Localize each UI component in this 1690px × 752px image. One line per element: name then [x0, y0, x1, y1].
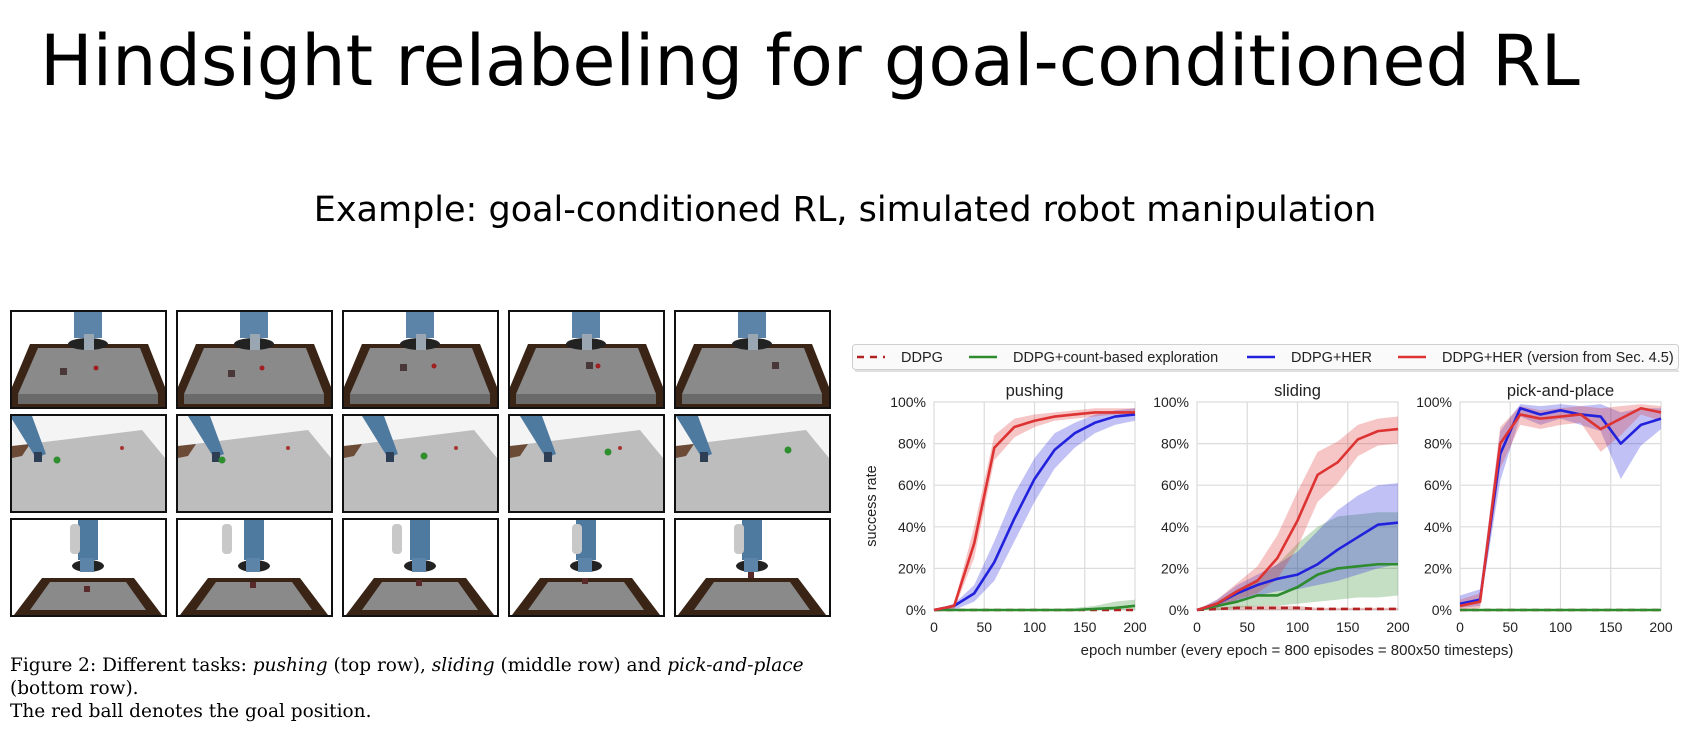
task-image-pick-and-place-4 — [508, 518, 665, 617]
x-tick-label: 200 — [1649, 619, 1673, 635]
task-image-sliding-4 — [508, 414, 665, 513]
y-tick-label: 0% — [906, 602, 926, 618]
x-tick-label: 150 — [1073, 619, 1097, 635]
task-image-pick-and-place-1 — [10, 518, 167, 617]
y-tick-label: 20% — [898, 560, 926, 576]
y-axis-label: success rate — [864, 465, 880, 546]
x-tick-label: 50 — [1239, 619, 1255, 635]
task-image-pushing-3 — [342, 310, 499, 409]
task-image-pushing-4 — [508, 310, 665, 409]
y-tick-label: 40% — [1424, 519, 1452, 535]
x-tick-label: 100 — [1023, 619, 1047, 635]
legend-label-1: DDPG — [901, 350, 943, 366]
chart-title: pick-and-place — [1507, 382, 1614, 400]
y-tick-label: 20% — [1161, 560, 1189, 576]
caption-mid1: (top row), — [327, 655, 432, 676]
task-image-grid — [10, 310, 835, 621]
y-tick-label: 100% — [1416, 394, 1452, 410]
task-image-pushing-5 — [674, 310, 831, 409]
task-image-sliding-1 — [10, 414, 167, 513]
line-sliding-4 — [1196, 427, 1399, 612]
chart-title: pushing — [1006, 382, 1064, 400]
x-tick-label: 150 — [1336, 619, 1360, 635]
y-tick-label: 0% — [1432, 602, 1452, 618]
legend-entry-2: DDPG+count-based exploration — [969, 350, 1218, 366]
caption-sliding: sliding — [431, 655, 495, 676]
success-rate-charts: 0 50 100 150 200 0% 20% 40% 60% 80% 100% pushing suc… — [864, 382, 1673, 659]
task-image-pushing-2 — [176, 310, 333, 409]
x-tick-label: 200 — [1386, 619, 1410, 635]
x-tick-label: 0 — [930, 619, 938, 635]
x-tick-label: 50 — [976, 619, 992, 635]
task-image-pick-and-place-2 — [176, 518, 333, 617]
y-tick-label: 60% — [1424, 477, 1452, 493]
line-pushing-2 — [934, 604, 1136, 612]
line-pushing-4 — [933, 411, 1135, 612]
y-tick-label: 100% — [1153, 394, 1189, 410]
band-pushing-2 — [934, 599, 1135, 610]
y-tick-label: 0% — [1169, 602, 1189, 618]
x-tick-label: 100 — [1549, 619, 1573, 635]
caption-mid2: (middle row) and — [494, 655, 668, 676]
caption-pushing: pushing — [252, 655, 328, 676]
legend-entry-4: DDPG+HER (version from Sec. 4.5) — [1398, 350, 1674, 366]
y-tick-label: 80% — [898, 436, 926, 452]
x-tick-label: 0 — [1456, 619, 1464, 635]
chart-sliding: 0 50 100 150 200 0% 20% 40% 60% 80% 100% sliding — [1153, 382, 1410, 635]
y-tick-label: 100% — [890, 394, 926, 410]
line-pick-and-place-4 — [1459, 406, 1662, 608]
y-tick-label: 40% — [898, 519, 926, 535]
x-tick-label: 150 — [1599, 619, 1623, 635]
x-tick-label: 50 — [1502, 619, 1518, 635]
y-tick-label: 80% — [1424, 436, 1452, 452]
y-tick-label: 40% — [1161, 519, 1189, 535]
x-tick-label: 100 — [1286, 619, 1310, 635]
band-sliding-4 — [1197, 416, 1398, 610]
task-image-pushing-1 — [10, 310, 167, 409]
caption-pick-and-place: pick-and-place — [667, 655, 804, 676]
legend-entry-1: DDPG — [857, 350, 943, 366]
y-tick-label: 60% — [898, 477, 926, 493]
line-sliding-1 — [1196, 606, 1398, 612]
chart-legend: DDPG DDPG+count-based exploration DDPG+HER… — [852, 344, 1679, 372]
task-image-pick-and-place-3 — [342, 518, 499, 617]
line-sliding-2 — [1196, 562, 1398, 612]
figure-caption: Figure 2: Different tasks: pushing (top … — [10, 654, 850, 723]
chart-title: sliding — [1274, 382, 1321, 400]
task-image-sliding-3 — [342, 414, 499, 513]
legend-label-2: DDPG+count-based exploration — [1013, 350, 1218, 366]
slide-title: Hindsight relabeling for goal-conditione… — [40, 20, 1580, 102]
y-tick-label: 60% — [1161, 477, 1189, 493]
x-axis-label: epoch number (every epoch = 800 episodes… — [1081, 642, 1514, 659]
task-image-sliding-2 — [176, 414, 333, 513]
caption-line2: The red ball denotes the goal position. — [10, 701, 372, 722]
task-image-sliding-5 — [674, 414, 831, 513]
legend-label-4: DDPG+HER (version from Sec. 4.5) — [1442, 350, 1674, 366]
legend-label-3: DDPG+HER — [1291, 350, 1372, 366]
slide-subtitle: Example: goal-conditioned RL, simulated … — [313, 190, 1377, 230]
caption-mid3: (bottom row). — [10, 678, 139, 699]
legend-entry-3: DDPG+HER — [1247, 350, 1372, 366]
chart-pushing: 0 50 100 150 200 0% 20% 40% 60% 80% 100% pushing suc… — [864, 382, 1513, 659]
x-tick-label: 200 — [1123, 619, 1147, 635]
line-pushing-3 — [933, 413, 1136, 612]
chart-pick-and-place: 0 50 100 150 200 0% 20% 40% 60% 80% 100% pick-and-p… — [1416, 382, 1673, 635]
y-tick-label: 20% — [1424, 560, 1452, 576]
task-image-pick-and-place-5 — [674, 518, 831, 617]
y-tick-label: 80% — [1161, 436, 1189, 452]
band-sliding-3 — [1197, 483, 1398, 610]
x-tick-label: 0 — [1193, 619, 1201, 635]
caption-prefix: Figure 2: Different tasks: — [10, 655, 253, 676]
